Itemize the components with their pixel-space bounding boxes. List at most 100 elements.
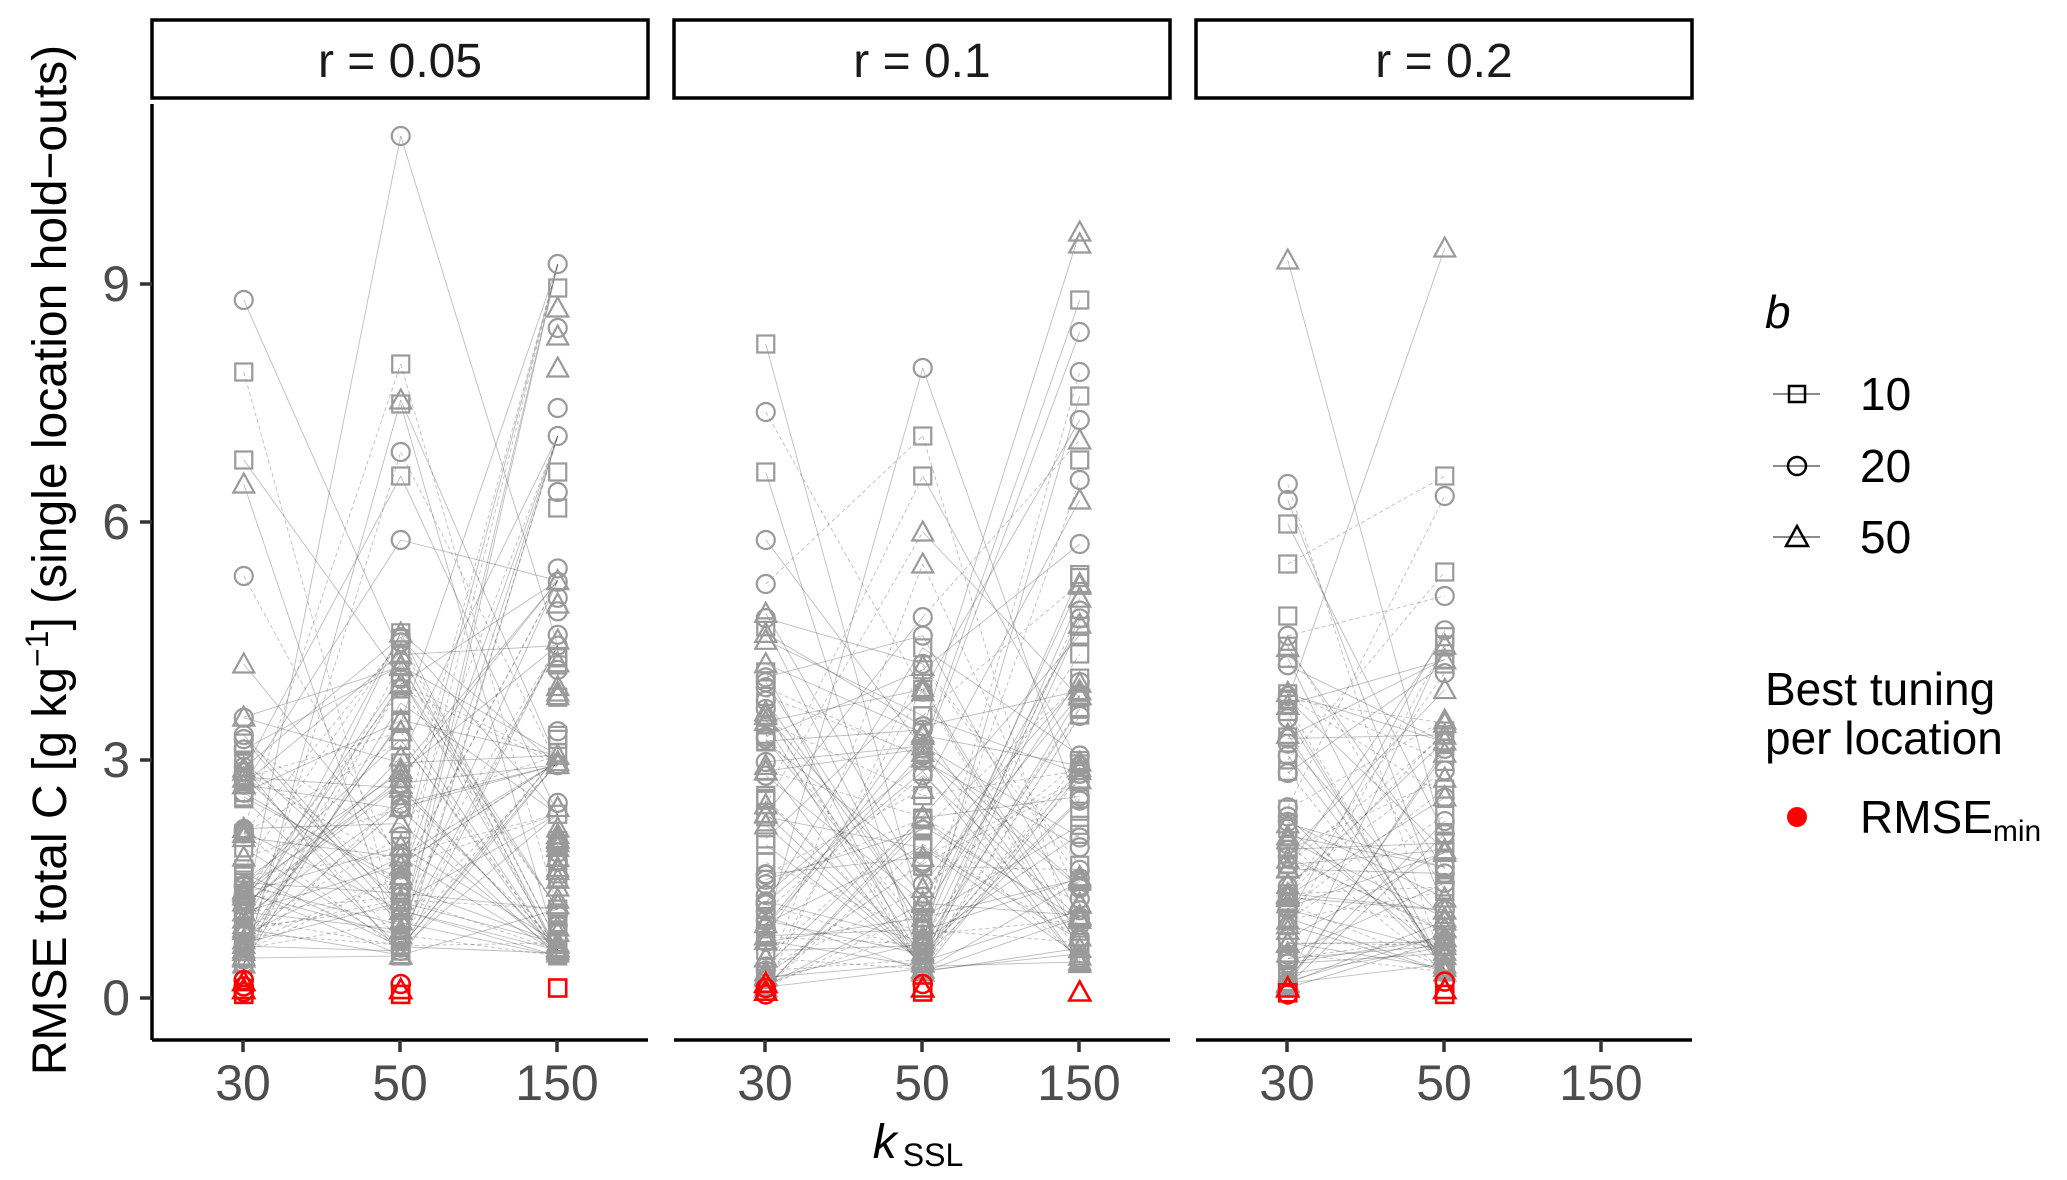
connecting-line <box>400 645 559 773</box>
connecting-line <box>400 475 559 815</box>
connecting-line <box>243 872 401 948</box>
connecting-line <box>765 904 923 953</box>
connecting-line <box>243 792 401 887</box>
data-point-triangle-b50 <box>1432 929 1458 952</box>
connecting-line <box>243 731 401 779</box>
connecting-line <box>922 419 1081 692</box>
data-points <box>231 125 1458 999</box>
connecting-line <box>922 747 1081 887</box>
data-point-square-b10 <box>1435 562 1455 582</box>
data-point-triangle-b50 <box>388 867 414 890</box>
connecting-line <box>922 757 1081 889</box>
connecting-line <box>400 363 559 910</box>
connecting-line <box>400 645 558 656</box>
connecting-line <box>1287 835 1445 868</box>
data-point-triangle-b50 <box>231 471 257 494</box>
legend-best-label-sub: min <box>1993 815 2041 848</box>
connecting-line <box>400 764 558 809</box>
connecting-line <box>922 843 1080 938</box>
connecting-line <box>765 765 924 970</box>
data-point-triangle-b50 <box>753 752 779 776</box>
connecting-line <box>922 647 1080 756</box>
x-tick-label-50: 50 <box>894 1055 950 1111</box>
x-tick-label-50: 50 <box>1416 1055 1472 1111</box>
data-point-square-b10 <box>1070 565 1090 585</box>
connecting-line <box>1287 658 1445 738</box>
data-point-triangle-b50 <box>910 946 936 970</box>
data-point-triangle-b50 <box>1067 948 1093 971</box>
connecting-line <box>1287 663 1446 774</box>
data-point-triangle-b50 <box>910 776 936 799</box>
connecting-line <box>400 399 559 762</box>
connecting-line <box>243 483 402 948</box>
connecting-line <box>1287 695 1445 798</box>
data-point-triangle-b50 <box>1432 908 1458 931</box>
connecting-line <box>243 756 402 926</box>
connecting-line <box>400 909 558 951</box>
data-point-triangle-b50 <box>545 679 571 702</box>
connecting-line <box>400 652 559 951</box>
connecting-line <box>243 677 402 903</box>
connecting-line <box>765 917 923 943</box>
data-point-triangle-b50 <box>231 815 257 839</box>
data-point-square-b10 <box>548 498 568 518</box>
connecting-line <box>765 715 924 937</box>
y-axis-title-sup: −1 <box>19 631 55 667</box>
data-point-square-b10 <box>1070 290 1090 310</box>
connecting-line <box>1287 934 1445 982</box>
x-tick-label-30: 30 <box>737 1055 793 1111</box>
connecting-line <box>243 798 402 949</box>
connecting-line <box>400 754 559 942</box>
facet-strip-1: r = 0.05 <box>150 18 650 100</box>
data-point-circle-b20 <box>755 891 776 912</box>
connecting-line <box>765 817 924 967</box>
data-point-circle-b20 <box>233 739 254 760</box>
connecting-line <box>1287 647 1446 870</box>
connecting-line <box>400 678 559 910</box>
x-tick-label-150: 150 <box>1559 1055 1642 1111</box>
data-point-triangle-b50 <box>388 756 414 780</box>
data-point-square-b10 <box>234 450 254 470</box>
connecting-line <box>400 263 559 931</box>
legend-best-label-main: RMSE <box>1860 791 1993 843</box>
connecting-line <box>922 760 1081 960</box>
connecting-line <box>400 263 559 858</box>
connecting-line <box>922 771 1081 964</box>
legend-b-label-50: 50 <box>1860 511 1911 563</box>
connecting-line <box>243 722 402 941</box>
connecting-line <box>243 772 401 881</box>
connecting-line <box>1287 755 1446 963</box>
connecting-line <box>1287 936 1445 959</box>
connecting-line <box>922 798 1081 953</box>
data-point-triangle-b50 <box>388 707 414 730</box>
triangle-icon <box>1783 523 1811 548</box>
best-point-triangle <box>1067 978 1093 1002</box>
x-tick-label-150: 150 <box>1037 1055 1120 1111</box>
connecting-line <box>1287 595 1445 637</box>
data-point-square-b10 <box>913 466 933 486</box>
data-point-triangle-b50 <box>545 567 571 591</box>
data-point-circle-b20 <box>755 529 776 551</box>
data-point-triangle-b50 <box>1067 943 1093 966</box>
data-point-circle-b20 <box>390 441 411 463</box>
data-point-circle-b20 <box>547 721 568 742</box>
connecting-line <box>765 829 923 881</box>
connecting-line <box>1287 849 1445 866</box>
data-point-square-b10 <box>1435 721 1455 741</box>
connecting-line <box>922 563 1081 899</box>
connecting-line <box>922 585 1081 925</box>
facet-strip-label: r = 0.1 <box>853 35 990 88</box>
data-point-square-b10 <box>756 617 776 637</box>
data-point-square-b10 <box>391 912 411 933</box>
connecting-line <box>922 681 1081 862</box>
connecting-line <box>243 884 401 926</box>
connecting-line <box>1287 939 1445 989</box>
connecting-line <box>400 899 558 910</box>
connecting-line <box>922 865 1080 871</box>
connecting-line <box>922 694 1081 885</box>
connecting-line <box>400 885 558 944</box>
x-tick-label-50: 50 <box>372 1055 428 1111</box>
connecting-line <box>243 451 402 960</box>
data-point-square-b10 <box>1435 779 1455 799</box>
